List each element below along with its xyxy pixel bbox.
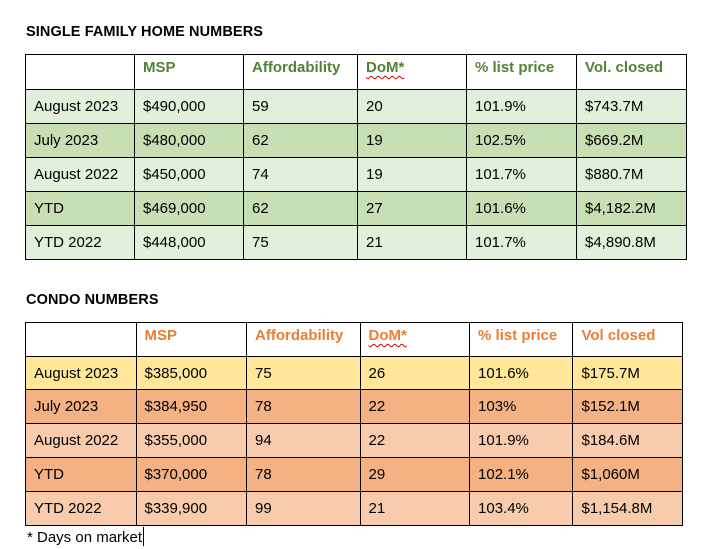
affordability-cell: 59 bbox=[243, 89, 358, 124]
dom-cell: 19 bbox=[357, 157, 467, 192]
volume-cell: $175.7M bbox=[572, 356, 683, 390]
dom-cell: 27 bbox=[357, 191, 467, 226]
list-price-cell: 102.1% bbox=[469, 457, 574, 492]
condo-title: CONDO NUMBERS bbox=[26, 292, 159, 308]
header-cell-list-price: % list price bbox=[469, 322, 574, 357]
affordability-cell: 74 bbox=[243, 157, 358, 192]
row-label-cell: YTD 2022 bbox=[25, 491, 137, 526]
header-cell-volume: Vol closed bbox=[572, 322, 683, 357]
table-row: YTD 2022 $339,900 99 21 103.4% $1,154.8M bbox=[25, 491, 683, 526]
msp-cell: $480,000 bbox=[134, 123, 244, 158]
header-cell-dom: DoM* bbox=[357, 54, 467, 90]
dom-cell: 26 bbox=[359, 356, 471, 390]
dom-header-text: DoM* bbox=[366, 59, 405, 76]
row-label-cell: August 2022 bbox=[25, 423, 137, 458]
msp-cell: $355,000 bbox=[135, 423, 247, 458]
header-cell-blank bbox=[25, 54, 135, 90]
row-label-cell: YTD 2022 bbox=[25, 225, 135, 260]
affordability-cell: 62 bbox=[243, 191, 358, 226]
dom-cell: 21 bbox=[359, 491, 471, 526]
affordability-cell: 94 bbox=[246, 423, 361, 458]
row-label-cell: August 2022 bbox=[25, 157, 135, 192]
header-cell-msp: MSP bbox=[135, 322, 247, 357]
row-label-cell: July 2023 bbox=[25, 123, 135, 158]
table-row: August 2022 $355,000 94 22 101.9% $184.6… bbox=[25, 423, 683, 458]
volume-cell: $4,182.2M bbox=[576, 191, 687, 226]
condo-table: MSP Affordability DoM* % list price Vol … bbox=[25, 322, 683, 526]
header-cell-list-price: % list price bbox=[466, 54, 577, 90]
msp-cell: $339,900 bbox=[135, 491, 247, 526]
header-cell-affordability: Affordability bbox=[246, 322, 361, 357]
text-cursor bbox=[143, 527, 145, 546]
dom-cell: 22 bbox=[359, 423, 471, 458]
row-label-cell: August 2023 bbox=[25, 89, 135, 124]
msp-cell: $490,000 bbox=[134, 89, 244, 124]
volume-cell: $1,154.8M bbox=[572, 491, 683, 526]
table-row: July 2023 $384,950 78 22 103% $152.1M bbox=[25, 389, 683, 424]
affordability-cell: 75 bbox=[243, 225, 358, 260]
volume-cell: $4,890.8M bbox=[576, 225, 687, 260]
list-price-cell: 101.7% bbox=[466, 225, 577, 260]
list-price-cell: 101.9% bbox=[466, 89, 577, 124]
volume-cell: $152.1M bbox=[572, 389, 683, 424]
list-price-cell: 103% bbox=[469, 389, 574, 424]
table-row: August 2022 $450,000 74 19 101.7% $880.7… bbox=[25, 157, 687, 192]
table-row: YTD $370,000 78 29 102.1% $1,060M bbox=[25, 457, 683, 492]
single-family-title: SINGLE FAMILY HOME NUMBERS bbox=[26, 24, 264, 40]
dom-cell: 22 bbox=[359, 389, 471, 424]
dom-header-text: DoM* bbox=[368, 327, 407, 344]
table-header-row: MSP Affordability DoM* % list price Vol … bbox=[25, 322, 683, 357]
list-price-cell: 103.4% bbox=[469, 491, 574, 526]
row-label-cell: August 2023 bbox=[25, 356, 137, 390]
volume-cell: $184.6M bbox=[572, 423, 683, 458]
dom-cell: 29 bbox=[359, 457, 471, 492]
msp-cell: $385,000 bbox=[135, 356, 247, 390]
volume-cell: $1,060M bbox=[572, 457, 683, 492]
table-row: August 2023 $490,000 59 20 101.9% $743.7… bbox=[25, 89, 687, 124]
affordability-cell: 78 bbox=[246, 389, 361, 424]
affordability-cell: 62 bbox=[243, 123, 358, 158]
msp-cell: $370,000 bbox=[135, 457, 247, 492]
dom-cell: 19 bbox=[357, 123, 467, 158]
table-row: July 2023 $480,000 62 19 102.5% $669.2M bbox=[25, 123, 687, 158]
volume-cell: $669.2M bbox=[576, 123, 687, 158]
list-price-cell: 102.5% bbox=[466, 123, 577, 158]
footnote-text: * Days on market bbox=[27, 529, 143, 546]
list-price-cell: 101.9% bbox=[469, 423, 574, 458]
list-price-cell: 101.7% bbox=[466, 157, 577, 192]
msp-cell: $448,000 bbox=[134, 225, 244, 260]
list-price-cell: 101.6% bbox=[469, 356, 574, 390]
header-cell-dom: DoM* bbox=[359, 322, 471, 357]
affordability-cell: 75 bbox=[246, 356, 361, 390]
table-row: YTD $469,000 62 27 101.6% $4,182.2M bbox=[25, 191, 687, 226]
volume-cell: $880.7M bbox=[576, 157, 687, 192]
msp-cell: $450,000 bbox=[134, 157, 244, 192]
table-header-row: MSP Affordability DoM* % list price Vol.… bbox=[25, 54, 687, 90]
header-cell-blank bbox=[25, 322, 137, 357]
dom-cell: 20 bbox=[357, 89, 467, 124]
single-family-table: MSP Affordability DoM* % list price Vol.… bbox=[25, 54, 687, 260]
header-cell-msp: MSP bbox=[134, 54, 244, 90]
affordability-cell: 78 bbox=[246, 457, 361, 492]
table-row: YTD 2022 $448,000 75 21 101.7% $4,890.8M bbox=[25, 225, 687, 260]
row-label-cell: YTD bbox=[25, 457, 137, 492]
affordability-cell: 99 bbox=[246, 491, 361, 526]
list-price-cell: 101.6% bbox=[466, 191, 577, 226]
table-row: August 2023 $385,000 75 26 101.6% $175.7… bbox=[25, 356, 683, 390]
row-label-cell: July 2023 bbox=[25, 389, 137, 424]
header-cell-volume: Vol. closed bbox=[576, 54, 687, 90]
msp-cell: $469,000 bbox=[134, 191, 244, 226]
msp-cell: $384,950 bbox=[135, 389, 247, 424]
header-cell-affordability: Affordability bbox=[243, 54, 358, 90]
dom-cell: 21 bbox=[357, 225, 467, 260]
footnote: * Days on market bbox=[27, 527, 145, 546]
volume-cell: $743.7M bbox=[576, 89, 687, 124]
row-label-cell: YTD bbox=[25, 191, 135, 226]
